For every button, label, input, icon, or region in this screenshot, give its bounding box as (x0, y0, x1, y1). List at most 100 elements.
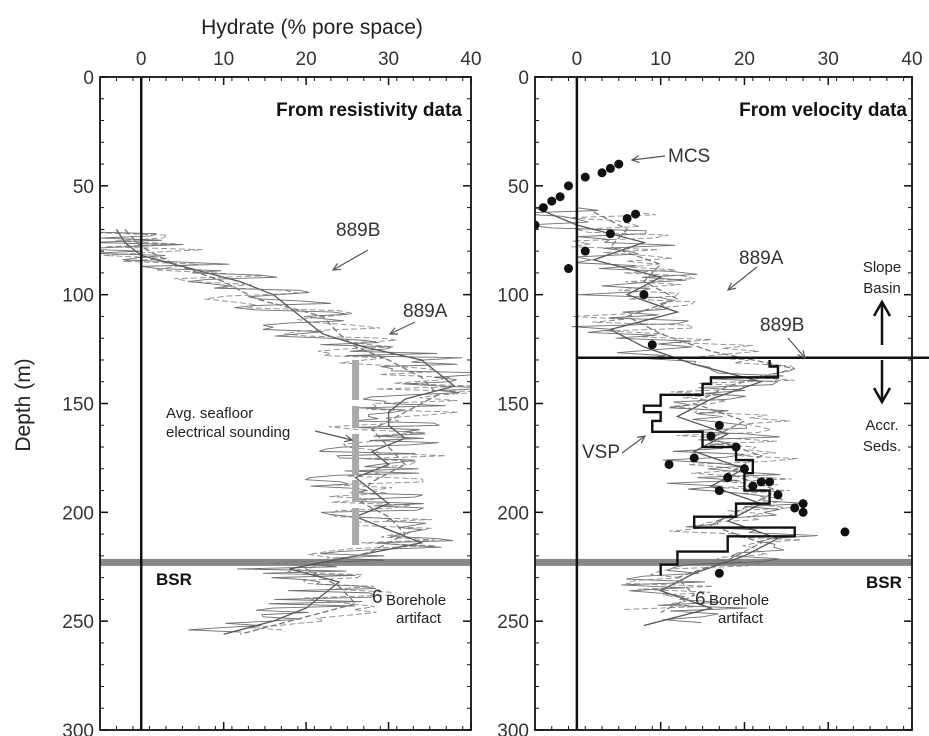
y-tick-label: 300 (62, 721, 94, 736)
series-line-889a (124, 228, 440, 635)
y-axis-title: Depth (m) (12, 358, 35, 451)
mcs-point (580, 172, 590, 182)
series-jitter-889b (565, 211, 802, 611)
mcs-point (555, 192, 565, 202)
artifact-label-left-1: Borehole (386, 592, 446, 609)
y-tick-label: 0 (518, 68, 529, 89)
x-tick-label: 30 (818, 49, 839, 70)
bsr-band (535, 558, 912, 566)
mcs-point (535, 220, 540, 230)
arrow-889a-right-head (726, 282, 736, 291)
series-line-889b (593, 211, 795, 614)
bsr-label-left: BSR (156, 570, 192, 589)
label-vsp: VSP (582, 442, 620, 463)
y-tick-label: 150 (62, 395, 94, 416)
arrow-889a-left (389, 321, 416, 335)
artifact-label-right-1: Borehole (709, 592, 769, 609)
resistivity-panel: 0 10 20 30 40 0 50 100 150 200 250 300 (62, 49, 481, 736)
y-tick-label: 200 (497, 503, 529, 524)
y-tick-label: 50 (508, 177, 529, 198)
series-jitter-889a (535, 207, 818, 624)
mcs-point (706, 431, 716, 441)
mcs-point (840, 527, 850, 537)
x-tick-label: 40 (460, 49, 481, 70)
y-tick-label: 250 (62, 612, 94, 633)
mcs-point (731, 442, 741, 452)
accr-seds-label-1: Accr. (865, 417, 898, 434)
bsr-label-right: BSR (866, 573, 902, 592)
arrow-sounding (314, 430, 353, 441)
mcs-point (622, 213, 632, 223)
mcs-point (647, 340, 657, 350)
velocity-panel: 0 10 20 30 40 0 50 100 150 200 250 300 (497, 49, 929, 736)
plot-frame (99, 76, 472, 731)
y-tick-label: 100 (497, 286, 529, 307)
mcs-point (723, 473, 733, 483)
mcs-point (714, 568, 724, 578)
artifact-label-left-2: artifact (396, 610, 442, 627)
mcs-point (639, 290, 649, 300)
y-tick-label: 200 (62, 503, 94, 524)
x-tick-label: 20 (734, 49, 755, 70)
slope-basin-label-2: Basin (863, 280, 901, 297)
x-tick-label: 10 (650, 49, 671, 70)
x-tick-label: 0 (572, 49, 583, 70)
mcs-point (773, 490, 783, 500)
x-tick-label: 40 (901, 49, 922, 70)
series-line-vsp (642, 359, 796, 576)
arrow-vsp (621, 435, 646, 454)
mcs-point (756, 477, 766, 487)
mcs-point (605, 163, 615, 173)
mcs-point (564, 181, 574, 191)
plot-frame (534, 76, 913, 731)
x-tick-label: 0 (136, 49, 147, 70)
mcs-point (614, 159, 624, 169)
mcs-point (605, 229, 615, 239)
arrow-889a-left-head (388, 327, 399, 335)
y-tick-label: 300 (497, 721, 529, 736)
series-line-889b (115, 229, 456, 635)
mcs-point (790, 503, 800, 513)
left-panel-title: From resistivity data (276, 100, 462, 121)
mcs-point (798, 499, 808, 509)
plot-area (100, 228, 471, 635)
x-tick-label: 30 (378, 49, 399, 70)
artifact-symbol-left: 6 (372, 587, 383, 608)
arrow-889b-right (787, 337, 806, 359)
mcs-point (765, 477, 775, 487)
mcs-point (664, 459, 674, 469)
sounding-label-2: electrical sounding (166, 424, 290, 441)
label-889a-left: 889A (403, 301, 448, 322)
y-tick-label: 250 (497, 612, 529, 633)
mcs-point (714, 486, 724, 496)
label-889a-right: 889A (739, 248, 784, 269)
arrow-889a-right (727, 266, 758, 291)
arrow-vsp-head (637, 435, 647, 444)
artifact-label-right-2: artifact (718, 610, 764, 627)
mcs-point (597, 168, 607, 178)
arrow-mcs (631, 155, 666, 161)
plot-area (535, 159, 912, 627)
arrow-889b-right-head (797, 350, 806, 360)
mcs-point (580, 246, 590, 256)
x-tick-label: 20 (296, 49, 317, 70)
y-tick-label: 0 (83, 68, 94, 89)
slope-basin-label-1: Slope (863, 259, 901, 276)
mcs-point (739, 464, 749, 474)
accr-seds-label-2: Seds. (863, 438, 901, 455)
mcs-point (547, 196, 557, 206)
arrow-down-head (872, 387, 892, 405)
label-889b-right: 889B (760, 315, 804, 336)
label-mcs: MCS (668, 146, 710, 167)
x-axis-title: Hydrate (% pore space) (201, 16, 423, 39)
label-889b-left: 889B (336, 220, 380, 241)
mcs-point (631, 209, 641, 219)
series-jitter-889a (100, 228, 471, 633)
arrow-up-head (872, 299, 892, 317)
x-tick-label: 10 (213, 49, 234, 70)
arrow-889b-left (332, 249, 369, 271)
y-tick-label: 150 (497, 395, 529, 416)
sounding-label-1: Avg. seafloor (166, 405, 253, 422)
mcs-point (748, 481, 758, 491)
